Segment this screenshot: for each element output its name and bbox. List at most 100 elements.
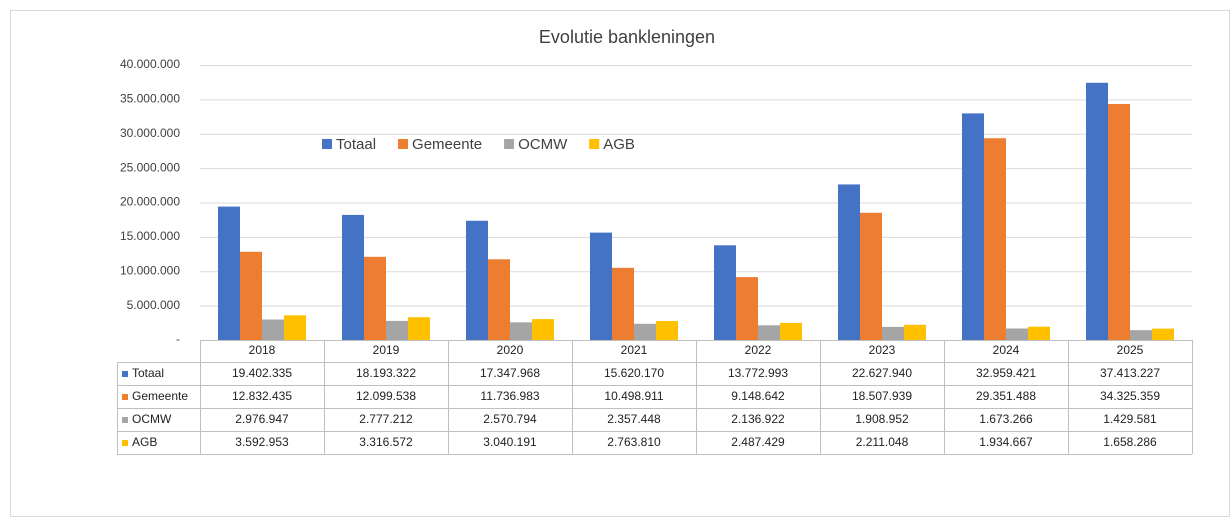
legend-label: AGB bbox=[603, 136, 635, 153]
y-tick-label: - bbox=[176, 332, 180, 346]
x-tick-label: 2020 bbox=[497, 343, 524, 357]
data-label: 32.959.421 bbox=[976, 366, 1036, 380]
bar bbox=[284, 315, 306, 340]
data-label: 2.763.810 bbox=[607, 435, 661, 449]
table-legend-key bbox=[122, 394, 128, 400]
bar bbox=[342, 214, 364, 340]
bar bbox=[1130, 330, 1152, 340]
data-label: 34.325.359 bbox=[1100, 389, 1160, 403]
data-label: 1.429.581 bbox=[1103, 412, 1157, 426]
table-legend-key bbox=[122, 417, 128, 423]
data-label: 17.347.968 bbox=[480, 366, 540, 380]
bar bbox=[838, 184, 860, 340]
bar bbox=[364, 256, 386, 340]
data-label: 13.772.993 bbox=[728, 366, 788, 380]
x-tick-label: 2023 bbox=[869, 343, 896, 357]
y-tick-label: 5.000.000 bbox=[127, 298, 181, 312]
legend-swatch bbox=[589, 139, 600, 149]
bar bbox=[1086, 82, 1108, 341]
legend-label: Gemeente bbox=[412, 136, 482, 153]
bar bbox=[590, 232, 612, 340]
chart-title: Evolutie bankleningen bbox=[539, 27, 715, 47]
x-tick-label: 2024 bbox=[993, 343, 1020, 357]
legend-swatch bbox=[504, 139, 515, 149]
table-row-label: Totaal bbox=[132, 366, 164, 380]
bar bbox=[1108, 104, 1130, 340]
chart-frame bbox=[10, 10, 1230, 517]
data-label: 29.351.488 bbox=[976, 389, 1036, 403]
bar bbox=[510, 322, 532, 340]
bar bbox=[488, 259, 510, 340]
bar bbox=[714, 245, 736, 340]
table-legend-key bbox=[122, 371, 128, 377]
bar bbox=[1006, 328, 1028, 340]
bar bbox=[882, 326, 904, 340]
bar bbox=[612, 267, 634, 340]
bar bbox=[1152, 328, 1174, 340]
y-tick-label: 35.000.000 bbox=[120, 92, 180, 106]
bar bbox=[656, 320, 678, 340]
bar bbox=[860, 212, 882, 340]
bar bbox=[634, 323, 656, 340]
data-label: 2.357.448 bbox=[607, 412, 661, 426]
bar bbox=[262, 319, 284, 340]
x-tick-label: 2022 bbox=[745, 343, 772, 357]
bar bbox=[984, 138, 1006, 340]
data-label: 2.976.947 bbox=[235, 412, 289, 426]
table-legend-key bbox=[122, 440, 128, 446]
bar bbox=[780, 322, 802, 340]
data-label: 2.136.922 bbox=[731, 412, 785, 426]
y-tick-label: 30.000.000 bbox=[120, 126, 180, 140]
legend-label: OCMW bbox=[518, 136, 568, 153]
bar bbox=[466, 220, 488, 340]
x-tick-label: 2021 bbox=[621, 343, 648, 357]
data-label: 2.211.048 bbox=[856, 435, 909, 449]
data-label: 3.592.953 bbox=[235, 435, 289, 449]
y-tick-label: 25.000.000 bbox=[120, 160, 180, 174]
x-tick-label: 2019 bbox=[373, 343, 400, 357]
bar bbox=[386, 320, 408, 340]
data-label: 2.570.794 bbox=[483, 412, 537, 426]
bar bbox=[218, 206, 240, 340]
data-label: 11.736.983 bbox=[480, 389, 539, 403]
data-label: 3.316.572 bbox=[359, 435, 413, 449]
data-label: 10.498.911 bbox=[604, 389, 663, 403]
data-label: 22.627.940 bbox=[852, 366, 912, 380]
legend-swatch bbox=[398, 139, 409, 149]
bar bbox=[758, 325, 780, 340]
legend-swatch bbox=[322, 139, 332, 149]
bar bbox=[408, 317, 430, 340]
x-tick-label: 2018 bbox=[249, 343, 276, 357]
bar bbox=[532, 319, 554, 340]
y-tick-label: 40.000.000 bbox=[120, 57, 180, 71]
x-tick-label: 2025 bbox=[1117, 343, 1144, 357]
table-row-label: OCMW bbox=[132, 412, 172, 426]
bar bbox=[240, 251, 262, 340]
data-label: 1.934.667 bbox=[979, 435, 1033, 449]
data-label: 12.832.435 bbox=[232, 389, 292, 403]
y-tick-label: 10.000.000 bbox=[120, 263, 180, 277]
data-label: 2.777.212 bbox=[359, 412, 413, 426]
data-label: 3.040.191 bbox=[483, 435, 537, 449]
legend-label: Totaal bbox=[336, 136, 376, 153]
data-label: 1.658.286 bbox=[1103, 435, 1157, 449]
data-label: 1.908.952 bbox=[855, 412, 909, 426]
data-label: 18.193.322 bbox=[356, 366, 416, 380]
bar bbox=[736, 277, 758, 340]
bar bbox=[904, 324, 926, 340]
data-label: 1.673.266 bbox=[979, 412, 1033, 426]
data-label: 15.620.170 bbox=[604, 366, 664, 380]
bar bbox=[962, 113, 984, 340]
table-row-label: Gemeente bbox=[132, 389, 188, 403]
table-row-label: AGB bbox=[132, 435, 157, 449]
bar bbox=[1028, 326, 1050, 340]
y-tick-label: 20.000.000 bbox=[120, 195, 180, 209]
data-label: 9.148.642 bbox=[731, 389, 785, 403]
data-label: 18.507.939 bbox=[852, 389, 912, 403]
data-label: 2.487.429 bbox=[731, 435, 785, 449]
y-tick-label: 15.000.000 bbox=[120, 229, 180, 243]
data-label: 37.413.227 bbox=[1100, 366, 1160, 380]
data-label: 12.099.538 bbox=[356, 389, 416, 403]
